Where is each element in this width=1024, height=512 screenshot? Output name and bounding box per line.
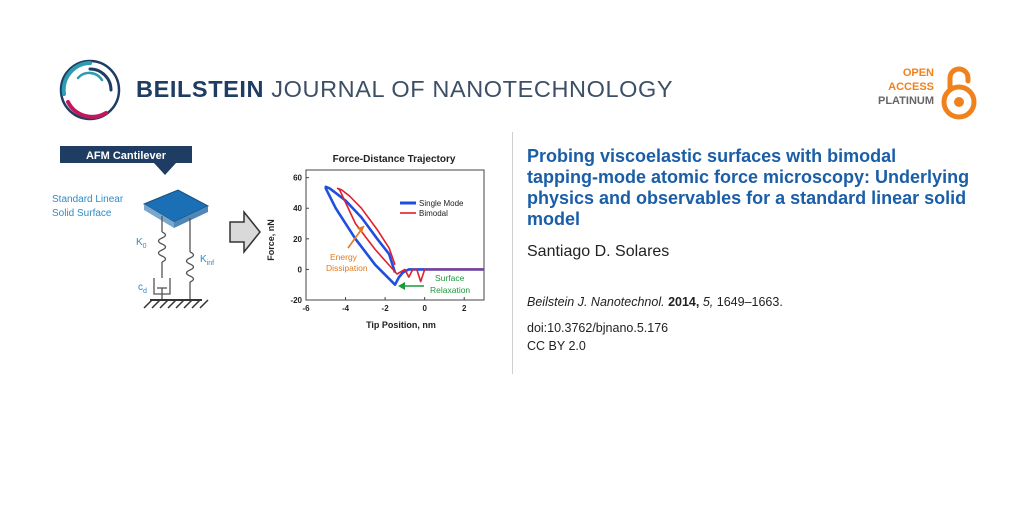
k0-label: K0 — [136, 237, 147, 250]
banner-pointer — [154, 163, 176, 175]
open-lock-icon — [941, 66, 977, 120]
x-tick-label: 0 — [422, 304, 427, 313]
annotation-energy-line2: Dissipation — [326, 263, 368, 273]
annotation-energy-line1: Energy — [330, 252, 358, 262]
kinf-label: Kinf — [200, 254, 214, 267]
dashpot-cd — [153, 268, 171, 300]
journal-name-bold: BEILSTEIN — [136, 76, 265, 102]
chart-ylabel: Force, nN — [266, 219, 276, 261]
citation-volume: 5, — [702, 295, 714, 309]
legend-label-bimodal: Bimodal — [419, 209, 448, 218]
cantilever-banner — [60, 146, 192, 163]
annotation-surface-relaxation: Surface Relaxation — [398, 273, 470, 295]
ground-base — [143, 299, 209, 309]
article-author: Santiago D. Solares — [527, 243, 670, 260]
chart-series — [324, 185, 484, 286]
article-info: Probing viscoelastic surfaces with bimod… — [527, 146, 972, 353]
chart-legend: Single Mode Bimodal — [400, 199, 464, 218]
x-tick-label: -2 — [382, 304, 390, 313]
surface-label-line2: Solid Surface — [52, 208, 112, 219]
chart-xlabel: Tip Position, nm — [366, 320, 436, 330]
citation-journal: Beilstein J. Nanotechnol. — [527, 295, 665, 309]
x-tick-label: -4 — [342, 304, 350, 313]
chart-plot-area — [305, 169, 485, 301]
column-divider — [512, 132, 513, 374]
cantilever-banner-label: AFM Cantilever — [86, 150, 167, 162]
right-arrow-icon — [229, 209, 261, 255]
annotation-energy-dissipation: Energy Dissipation — [326, 225, 368, 273]
series-line-bimodal — [336, 187, 484, 283]
annotation-surface-line2: Relaxation — [430, 285, 470, 295]
spring-kinf — [185, 218, 195, 300]
oa-line-open: OPEN — [902, 67, 934, 79]
journal-name-light: JOURNAL OF NANOTECHNOLOGY — [271, 76, 674, 102]
open-access-badge: OPEN ACCESS PLATINUM — [878, 64, 978, 120]
x-tick-label: 2 — [462, 304, 467, 313]
article-doi[interactable]: doi:10.3762/bjnano.5.176 — [527, 321, 669, 335]
cd-label: cd — [138, 282, 147, 295]
oa-line-access: ACCESS — [888, 81, 934, 93]
graphical-abstract: AFM Cantilever Standard Linear Solid Sur… — [52, 146, 485, 330]
y-tick-label: 40 — [293, 204, 302, 213]
y-tick-label: 0 — [298, 265, 303, 274]
journal-name: BEILSTEIN JOURNAL OF NANOTECHNOLOGY — [136, 76, 673, 103]
article-license[interactable]: CC BY 2.0 — [527, 339, 586, 353]
citation-pages: 1649–1663. — [716, 295, 783, 309]
article-title[interactable]: Probing viscoelastic surfaces with bimod… — [527, 146, 970, 229]
y-tick-label: 60 — [293, 174, 302, 183]
citation-year: 2014, — [668, 295, 700, 309]
x-tick-label: -6 — [302, 304, 310, 313]
journal-header: BEILSTEIN JOURNAL OF NANOTECHNOLOGY OPEN… — [58, 58, 978, 122]
y-tick-label: -20 — [290, 296, 302, 305]
article-citation: Beilstein J. Nanotechnol. 2014, 5, 1649–… — [527, 295, 972, 309]
legend-label-single-mode: Single Mode — [419, 199, 464, 208]
surface-label-line1: Standard Linear — [52, 194, 124, 205]
y-tick-label: 20 — [293, 235, 302, 244]
oa-line-platinum: PLATINUM — [877, 95, 934, 107]
cantilever-tip — [142, 189, 210, 228]
beilstein-ring-logo — [59, 59, 121, 121]
annotation-surface-line1: Surface — [435, 273, 465, 283]
chart-title: Force-Distance Trajectory — [333, 154, 456, 165]
spring-k0 — [157, 216, 167, 268]
